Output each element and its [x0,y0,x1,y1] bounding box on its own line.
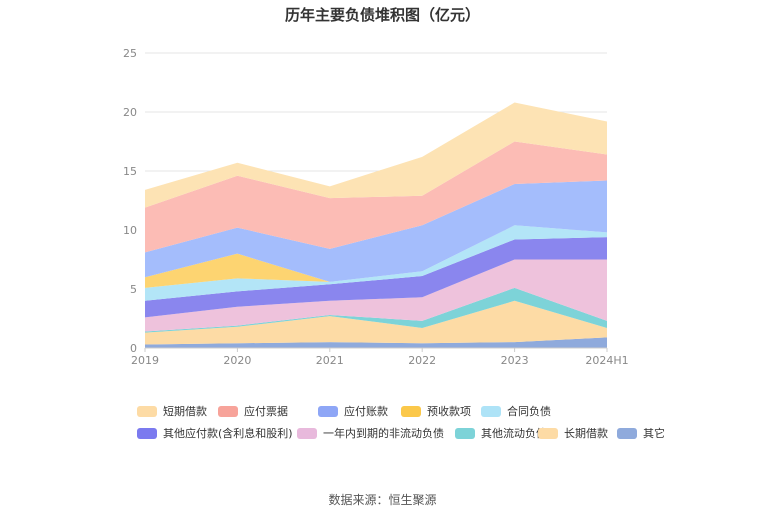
legend-swatch-8 [538,427,558,439]
x-tick-label-2: 2021 [316,354,344,367]
y-tick-label-3: 15 [123,165,137,178]
legend-item-4[interactable]: 合同负债 [481,403,551,419]
stacked-area-chart: 0 5 10 15 20 25 2019 2020 2021 2022 2023 2024H1 [123,47,629,367]
legend-label-6: 一年内到期的非流动负债 [323,427,444,440]
legend-label-0: 短期借款 [163,405,207,418]
legend-swatch-2 [318,405,338,417]
legend-swatch-5 [137,427,157,439]
legend-label-1: 应付票据 [244,405,288,418]
legend-item-2[interactable]: 应付账款 [318,403,388,419]
legend-label-5: 其他应付款(含利息和股利) [163,427,293,440]
y-tick-label-5: 25 [123,47,137,60]
legend-swatch-1 [218,405,238,417]
area-series-1 [145,300,607,345]
area-series-5 [145,225,607,301]
area-series-8 [145,141,607,253]
y-tick-label-2: 10 [123,224,137,237]
area-series-7 [145,180,607,282]
legend-item-0[interactable]: 短期借款 [137,403,207,419]
legend-label-9: 其它 [643,427,665,440]
x-tick-label-4: 2023 [501,354,529,367]
area-series-9 [145,102,607,208]
area-series-2 [145,287,607,333]
legend-swatch-3 [401,405,421,417]
legend-swatch-7 [455,427,475,439]
area-series-3 [145,259,607,332]
legend-label-8: 长期借款 [564,427,608,440]
legend-label-4: 合同负债 [507,405,551,418]
legend-swatch-0 [137,405,157,417]
x-tick-label-5: 2024H1 [585,354,628,367]
legend-swatch-9 [617,427,637,439]
x-tick-label-1: 2020 [223,354,251,367]
y-tick-label-0: 0 [130,342,137,355]
area-series-4 [145,237,607,318]
legend-item-6[interactable]: 一年内到期的非流动负债 [297,425,444,441]
source-note: 数据来源：恒生聚源 [328,493,437,507]
legend-item-1[interactable]: 应付票据 [218,403,288,419]
legend-item-5[interactable]: 其他应付款(含利息和股利) [137,425,293,441]
legend-label-2: 应付账款 [344,405,388,418]
legend-item-9[interactable]: 其它 [617,425,665,441]
chart-title: 历年主要负债堆积图（亿元） [284,6,480,24]
y-tick-label-1: 5 [130,283,137,296]
legend-label-7: 其他流动负债 [481,427,547,440]
area-series-6 [145,225,607,288]
legend-item-3[interactable]: 预收款项 [401,403,471,419]
legend-label-3: 预收款项 [427,405,471,418]
y-tick-label-4: 20 [123,106,137,119]
x-tick-label-3: 2022 [408,354,436,367]
legend-swatch-4 [481,405,501,417]
x-tick-label-0: 2019 [131,354,159,367]
legend-item-8[interactable]: 长期借款 [538,425,608,441]
legend-swatch-6 [297,427,317,439]
legend-item-7[interactable]: 其他流动负债 [455,425,547,441]
